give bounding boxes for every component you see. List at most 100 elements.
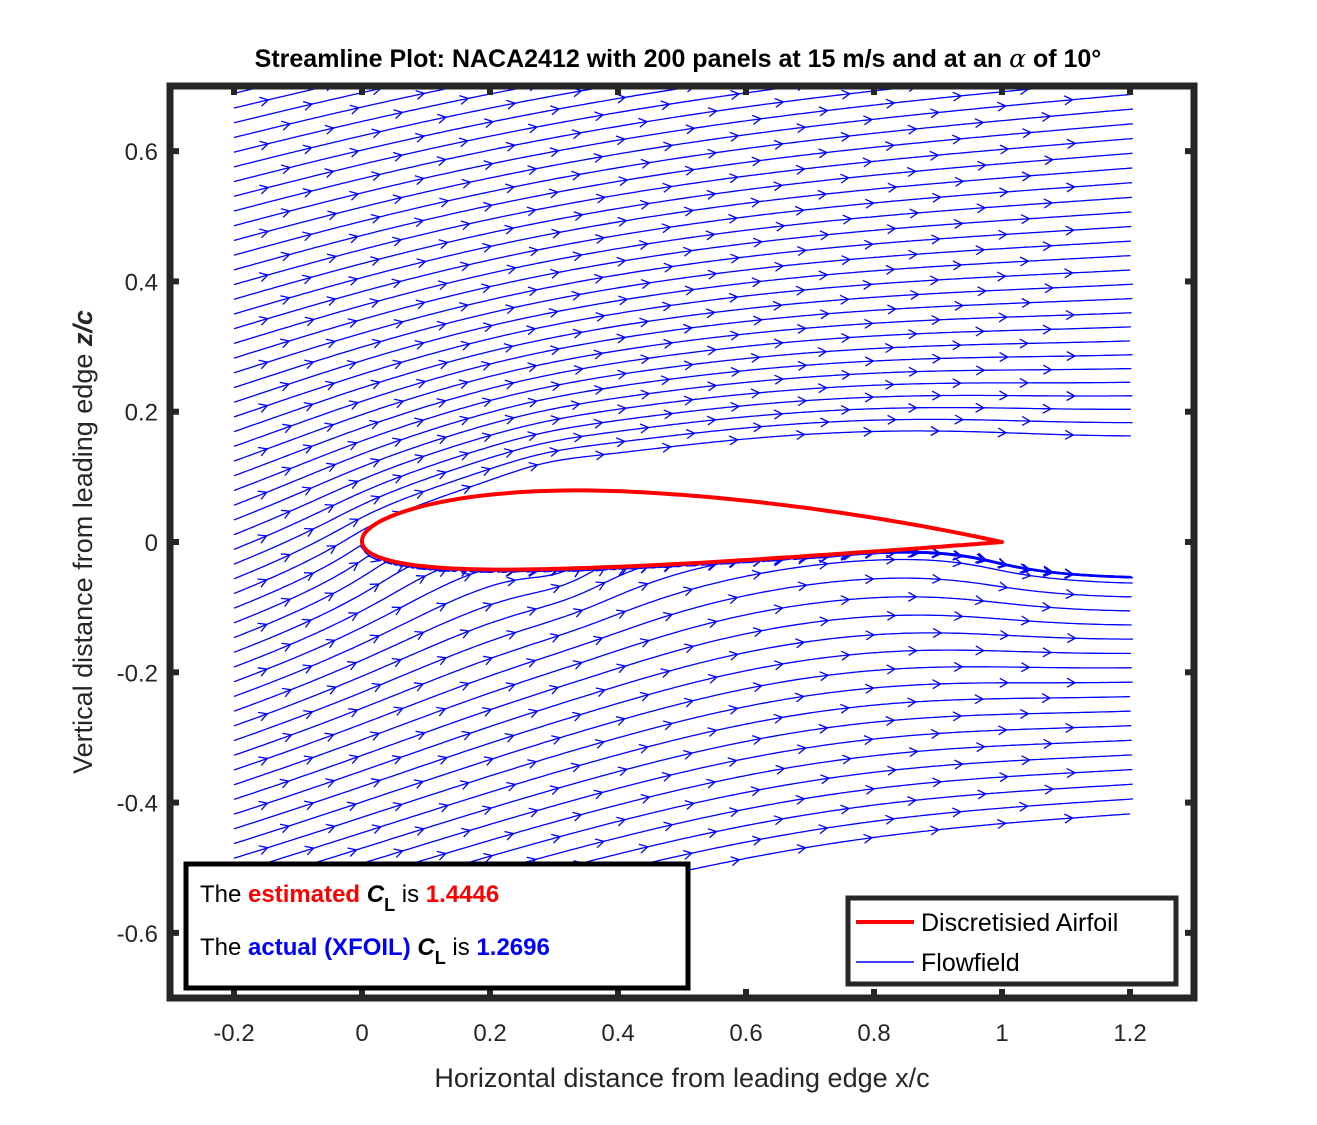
flow-arrow xyxy=(797,396,808,407)
flow-arrow xyxy=(438,802,450,813)
flow-arrow xyxy=(752,835,763,846)
flow-arrow xyxy=(751,156,762,167)
flow-arrow xyxy=(774,374,785,385)
flow-arrow xyxy=(549,684,560,695)
flow-arrow xyxy=(639,199,651,210)
flow-arrow xyxy=(480,466,492,477)
flow-arrow xyxy=(436,706,447,717)
flow-arrow xyxy=(865,198,876,209)
flow-arrow xyxy=(683,360,694,371)
flow-arrow xyxy=(997,818,1007,830)
flow-arrow xyxy=(527,397,538,408)
chart-title: Streamline Plot: NACA2412 with 200 panel… xyxy=(255,44,1102,73)
x-tick-label: 1.2 xyxy=(1113,1020,1146,1047)
flow-arrow xyxy=(819,671,830,682)
flow-arrow xyxy=(415,89,426,100)
flow-arrow xyxy=(638,581,649,592)
flow-arrow xyxy=(840,595,851,606)
flow-arrow xyxy=(998,725,1008,736)
streamline xyxy=(233,137,1133,286)
flow-arrow xyxy=(483,852,494,863)
flow-arrow xyxy=(797,323,807,334)
flow-arrow xyxy=(999,677,1010,688)
x-axis-label: Horizontal distance from leading edge x/… xyxy=(434,1063,929,1093)
flow-arrow xyxy=(683,206,695,217)
flow-arrow xyxy=(304,527,315,537)
flow-arrow xyxy=(349,147,360,158)
flow-arrow xyxy=(550,345,561,356)
flow-arrow xyxy=(774,97,785,108)
flow-arrow xyxy=(752,114,763,125)
flow-arrow xyxy=(280,164,292,175)
flow-arrow xyxy=(932,192,942,203)
flow-arrow xyxy=(458,301,470,312)
flow-arrow xyxy=(348,479,360,489)
flow-arrow xyxy=(841,255,852,266)
streamline xyxy=(233,340,1131,492)
flow-arrow xyxy=(371,338,383,349)
y-axis-label: Vertical distance from leading edge z/c xyxy=(68,310,98,774)
flow-arrow xyxy=(953,610,964,621)
flow-arrow xyxy=(953,661,964,672)
x-tick-label: 0.6 xyxy=(729,1020,762,1047)
flow-arrow xyxy=(258,711,269,722)
flow-arrow xyxy=(279,823,291,834)
flow-arrow xyxy=(393,706,404,716)
flow-arrow xyxy=(1041,111,1052,123)
y-tick-label: 0 xyxy=(145,530,158,557)
flow-arrow xyxy=(571,290,582,301)
streamline xyxy=(233,93,1134,242)
flow-arrow xyxy=(347,440,358,451)
flow-arrow xyxy=(684,165,695,176)
legend: Discretisied Airfoil Flowfield xyxy=(845,895,1179,987)
airfoil-layer xyxy=(360,488,1004,572)
flow-arrow xyxy=(482,242,493,253)
flow-arrow xyxy=(729,131,740,142)
flow-arrow xyxy=(346,801,358,812)
flow-arrow xyxy=(326,545,337,555)
flow-arrow xyxy=(932,353,942,364)
flow-arrow xyxy=(258,272,270,282)
flow-arrow xyxy=(930,425,941,437)
flow-arrow xyxy=(886,610,897,621)
flow-arrow xyxy=(773,815,784,826)
flow-arrow xyxy=(459,450,470,461)
flow-arrow xyxy=(706,189,717,200)
flow-arrow xyxy=(707,673,719,684)
flow-arrow xyxy=(504,732,515,743)
flow-arrow xyxy=(638,743,650,754)
streamline xyxy=(233,297,1133,448)
flow-arrow xyxy=(482,805,493,816)
flow-arrow xyxy=(459,415,470,426)
x-tick-label: 0 xyxy=(355,1020,368,1047)
flow-arrow xyxy=(753,315,764,326)
flow-arrow xyxy=(391,606,403,616)
x-tick-label: 0.4 xyxy=(601,1020,634,1047)
flow-arrow xyxy=(752,237,763,248)
flow-arrow xyxy=(348,233,359,244)
flow-arrow xyxy=(707,727,718,737)
flow-arrow xyxy=(907,124,918,135)
streamline xyxy=(233,354,1133,506)
flow-arrow xyxy=(506,576,517,587)
flow-arrow xyxy=(840,131,851,142)
streamline xyxy=(233,254,1131,403)
flow-arrow xyxy=(751,734,763,745)
flow-arrow xyxy=(840,804,851,815)
flow-arrow xyxy=(258,315,270,326)
flow-arrow xyxy=(258,359,269,370)
flow-arrow xyxy=(998,229,1009,240)
flow-arrow xyxy=(615,437,627,448)
flow-arrow xyxy=(573,364,584,376)
streamline xyxy=(233,196,1132,345)
flow-arrow xyxy=(324,422,335,433)
flow-arrow xyxy=(437,755,449,765)
flow-arrow xyxy=(952,711,963,722)
flow-arrow xyxy=(705,230,716,241)
flow-arrow xyxy=(730,856,741,867)
streamline xyxy=(233,381,1131,536)
flow-arrow xyxy=(461,730,472,741)
streamline xyxy=(233,681,1133,859)
flow-arrow xyxy=(303,572,315,582)
flow-arrow xyxy=(259,140,270,151)
